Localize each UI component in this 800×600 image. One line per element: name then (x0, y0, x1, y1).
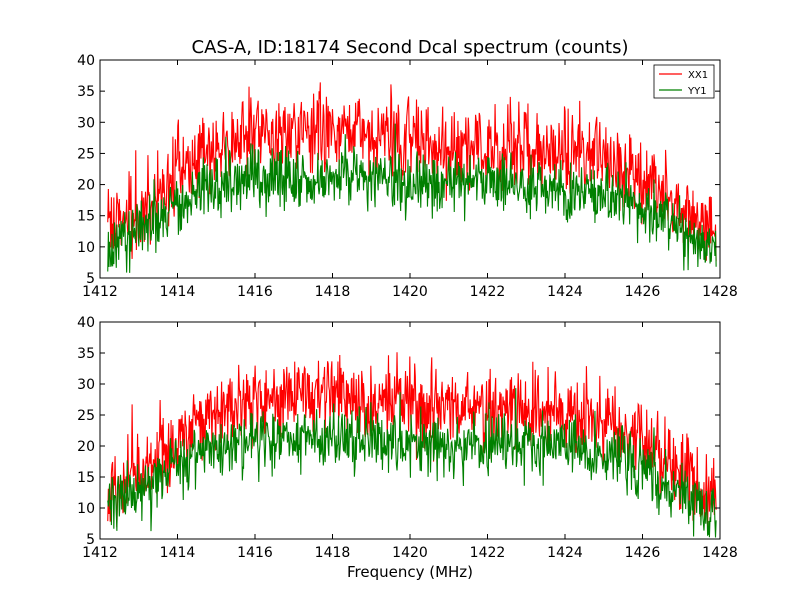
bottom-spectrum-panel: 1412 1414 1416 1418 1420 1422 1424 1426 1428 5 10 1… (77, 315, 738, 561)
y-tick-label: 35 (77, 346, 95, 362)
x-tick-label: 1426 (625, 284, 661, 300)
x-tick-label: 1416 (237, 545, 273, 561)
legend-label: XX1 (688, 70, 708, 81)
y-tick-label: 25 (77, 146, 95, 162)
x-tick-label: 1412 (82, 545, 118, 561)
y-tick-label: 20 (77, 439, 95, 455)
x-tick-label: 1426 (625, 545, 661, 561)
series-line-red (107, 352, 717, 529)
series-line-xx1 (107, 82, 717, 262)
y-tick-label: 20 (77, 178, 95, 194)
y-tick-label: 5 (86, 271, 95, 287)
x-tick-label: 1420 (392, 545, 428, 561)
y-tick-label: 40 (77, 53, 95, 69)
y-tick-label: 35 (77, 84, 95, 100)
x-tick-label: 1420 (392, 284, 428, 300)
x-tick-label: 1424 (547, 284, 583, 300)
y-tick-label: 30 (77, 377, 95, 393)
x-tick-label: 1416 (237, 284, 273, 300)
x-tick-label: 1412 (82, 284, 118, 300)
y-tick-label: 30 (77, 115, 95, 131)
x-tick-label: 1428 (702, 284, 738, 300)
x-tick-label: 1418 (315, 545, 351, 561)
x-tick-label: 1422 (470, 545, 506, 561)
series-line-yy1 (107, 123, 717, 273)
y-tick-label: 5 (86, 532, 95, 548)
y-tick-label: 15 (77, 470, 95, 486)
top-spectrum-panel: 1412 1414 1416 1418 1420 1422 1424 1426 1428 5 10 1… (77, 53, 738, 300)
legend-label: YY1 (687, 86, 707, 97)
chart-title: CAS-A, ID:18174 Second Dcal spectrum (co… (192, 37, 629, 58)
x-tick-label: 1428 (702, 545, 738, 561)
x-tick-label: 1414 (160, 284, 196, 300)
legend-box (653, 64, 715, 99)
y-tick-label: 10 (77, 240, 95, 256)
x-tick-label: 1424 (547, 545, 583, 561)
y-tick-label: 25 (77, 408, 95, 424)
y-tick-label: 15 (77, 209, 95, 225)
series-line-green (107, 388, 717, 538)
x-tick-label: 1414 (160, 545, 196, 561)
x-tick-label: 1422 (470, 284, 506, 300)
x-tick-label: 1418 (315, 284, 351, 300)
x-axis-label: Frequency (MHz) (347, 563, 473, 581)
y-tick-label: 40 (77, 315, 95, 331)
y-tick-label: 10 (77, 501, 95, 517)
